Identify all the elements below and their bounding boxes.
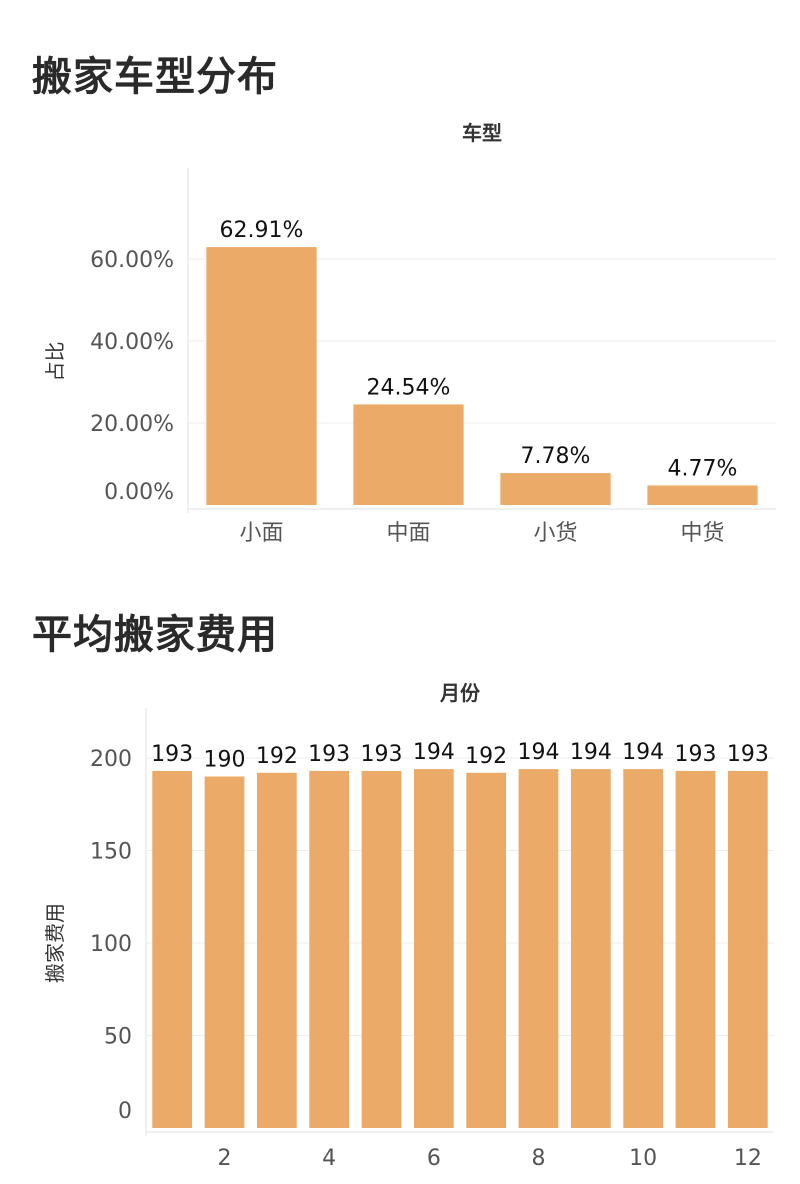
x-tick-label: 4 — [322, 1146, 336, 1171]
bar-value-label: 194 — [413, 740, 455, 765]
bar-value-label: 7.78% — [521, 444, 591, 469]
bar — [466, 772, 507, 1128]
bar-value-label: 194 — [622, 740, 664, 765]
y-tick-label: 150 — [90, 840, 132, 865]
x-tick-label: 2 — [218, 1146, 232, 1171]
bar-value-label: 193 — [151, 742, 193, 767]
bar — [309, 770, 350, 1128]
section-title: 搬家车型分布 — [32, 54, 278, 100]
bar — [647, 485, 758, 505]
bar — [675, 770, 716, 1128]
y-tick-label: 50 — [104, 1025, 132, 1050]
x-axis-title: 车型 — [462, 121, 502, 145]
bar — [623, 769, 664, 1128]
x-tick-label: 小面 — [239, 521, 283, 546]
y-tick-label: 40.00% — [90, 330, 174, 355]
x-tick-label: 中面 — [386, 521, 430, 546]
bar-value-label: 193 — [727, 742, 769, 767]
bar — [206, 247, 317, 505]
bar-value-label: 24.54% — [367, 375, 451, 400]
section-title: 平均搬家费用 — [32, 612, 278, 658]
x-tick-label: 6 — [427, 1146, 441, 1171]
bar — [727, 770, 768, 1128]
bar-value-label: 194 — [570, 740, 612, 765]
chart-section-vehicle-type: 搬家车型分布 0.00% 20.00% 40.00% 60.00% 车型占比 62.91%… — [0, 0, 800, 580]
bar-value-label: 192 — [256, 744, 298, 769]
bar-value-label: 192 — [465, 744, 507, 769]
bar-value-label: 4.77% — [668, 456, 738, 481]
bar-value-label: 193 — [308, 742, 350, 767]
x-tick-label: 小货 — [533, 521, 577, 546]
y-tick-label: 0.00% — [104, 480, 174, 505]
bar — [413, 769, 454, 1128]
y-tick-label: 200 — [90, 747, 132, 772]
x-tick-label: 12 — [734, 1146, 762, 1171]
bar-value-label: 190 — [204, 748, 246, 773]
bar — [361, 770, 402, 1128]
bar — [570, 769, 611, 1128]
x-tick-label: 中货 — [680, 521, 724, 546]
y-tick-label: 100 — [90, 932, 132, 957]
x-tick-label: 8 — [532, 1146, 546, 1171]
y-axis-title: 占比 — [43, 342, 67, 382]
y-tick-label: 20.00% — [90, 412, 174, 437]
bar — [152, 770, 193, 1128]
bar — [204, 776, 245, 1128]
y-tick-label: 60.00% — [90, 248, 174, 273]
bar-value-label: 193 — [361, 742, 403, 767]
bar — [500, 473, 611, 505]
bar — [256, 772, 297, 1128]
bar — [353, 404, 464, 505]
x-axis-title: 月份 — [439, 681, 481, 705]
bar-value-label: 62.91% — [220, 218, 304, 243]
y-axis-title: 搬家费用 — [43, 903, 67, 983]
x-tick-label: 10 — [629, 1146, 657, 1171]
bar — [518, 769, 559, 1128]
bar-value-label: 193 — [675, 742, 717, 767]
y-tick-label: 0 — [118, 1099, 132, 1124]
bar-value-label: 194 — [518, 740, 560, 765]
chart-section-average-fee: 平均搬家费用 0 50 100 150 200 月份搬家费用 193 190 2 192 193 4 1… — [0, 580, 800, 1184]
